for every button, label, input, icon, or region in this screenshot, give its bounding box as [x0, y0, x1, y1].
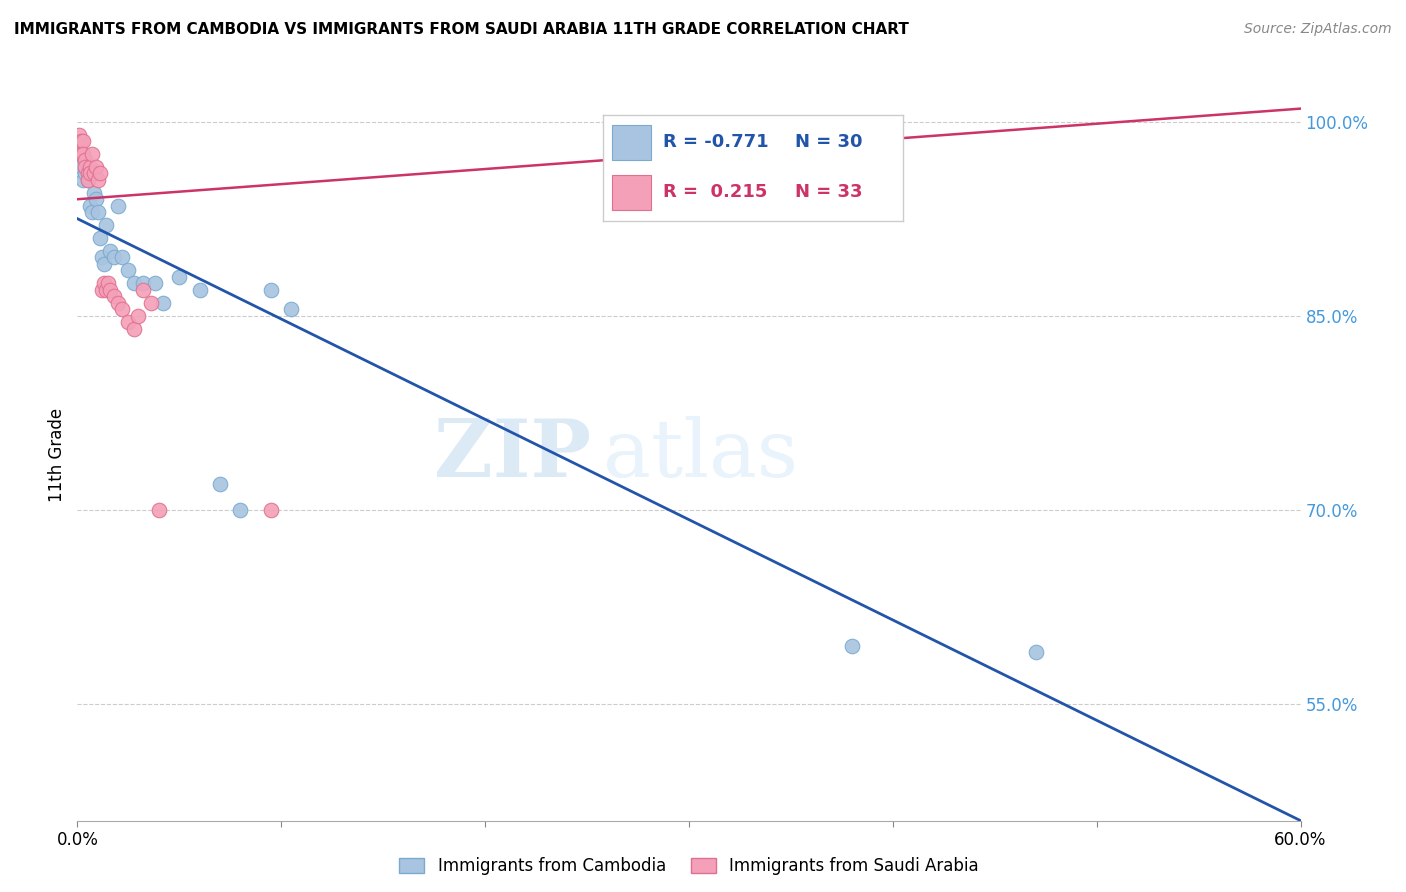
Point [76, 166, 98, 180]
Point [76, 173, 98, 187]
Point [67, 140, 90, 154]
Point [229, 503, 252, 517]
Point [117, 315, 139, 329]
Point [89, 231, 111, 245]
Point [94, 218, 117, 232]
Point [75, 160, 97, 174]
Point [80, 147, 103, 161]
Point [1025, 645, 1047, 659]
Point [79, 199, 101, 213]
Point [124, 321, 146, 335]
Point [98, 244, 121, 258]
Text: ZIP: ZIP [434, 416, 591, 494]
Point [107, 295, 129, 310]
Point [139, 295, 162, 310]
Point [83, 166, 105, 180]
Point [70, 134, 93, 148]
Point [70, 147, 93, 161]
Point [188, 283, 211, 297]
Point [103, 251, 125, 265]
Point [260, 503, 283, 517]
Point [94, 283, 117, 297]
Point [131, 277, 153, 291]
Point [280, 302, 302, 317]
Point [93, 277, 115, 291]
Point [79, 160, 101, 174]
Point [79, 166, 101, 180]
Point [90, 283, 112, 297]
Point [87, 205, 110, 219]
Point [83, 186, 105, 200]
Text: Source: ZipAtlas.com: Source: ZipAtlas.com [1244, 22, 1392, 37]
Point [67, 128, 90, 142]
Point [84, 192, 107, 206]
Point [131, 283, 153, 297]
Point [128, 309, 150, 323]
Point [169, 269, 191, 284]
Point [117, 263, 139, 277]
Point [80, 205, 103, 219]
Point [107, 199, 129, 213]
Point [70, 160, 93, 174]
Point [152, 295, 174, 310]
Point [87, 173, 110, 187]
Point [98, 283, 121, 297]
Point [89, 166, 111, 180]
Point [111, 302, 134, 317]
Point [124, 277, 146, 291]
Point [90, 251, 112, 265]
Point [72, 147, 94, 161]
Point [111, 251, 134, 265]
Point [75, 153, 97, 168]
Point [72, 173, 94, 187]
Point [148, 503, 170, 517]
Point [93, 257, 115, 271]
Point [84, 160, 107, 174]
Point [75, 166, 97, 180]
Point [658, 147, 681, 161]
Text: atlas: atlas [603, 416, 799, 494]
Point [103, 289, 125, 303]
Point [97, 277, 120, 291]
Text: IMMIGRANTS FROM CAMBODIA VS IMMIGRANTS FROM SAUDI ARABIA 11TH GRADE CORRELATION : IMMIGRANTS FROM CAMBODIA VS IMMIGRANTS F… [14, 22, 908, 37]
Point [76, 173, 98, 187]
Point [209, 477, 232, 491]
Point [841, 639, 863, 653]
Point [143, 277, 166, 291]
Y-axis label: 11th Grade: 11th Grade [48, 408, 66, 502]
Legend: Immigrants from Cambodia, Immigrants from Saudi Arabia: Immigrants from Cambodia, Immigrants fro… [392, 850, 986, 882]
Point [260, 283, 283, 297]
Point [72, 134, 94, 148]
